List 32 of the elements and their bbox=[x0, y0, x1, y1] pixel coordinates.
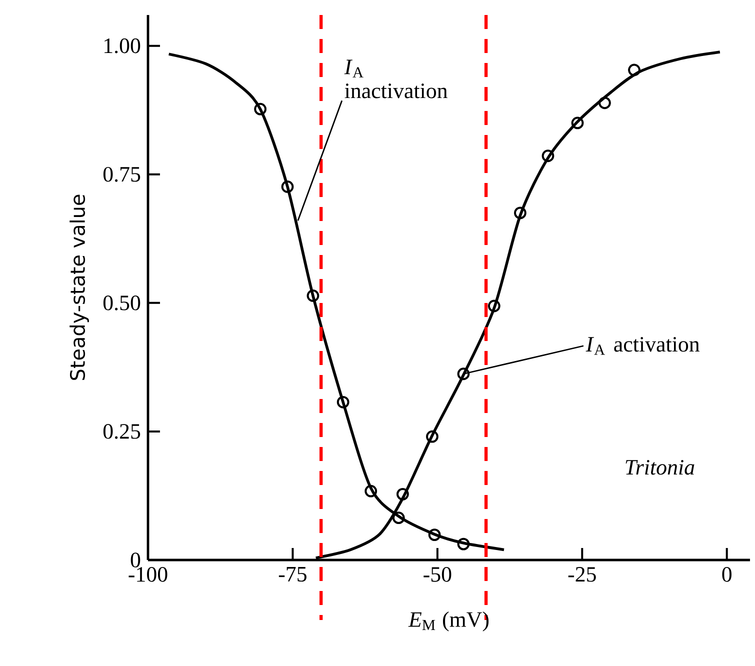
y-tick-label: 0 bbox=[130, 552, 140, 568]
annotation: I$_{A}$ inactivation bbox=[344, 60, 448, 98]
y-axis-title: Steady-state value bbox=[70, 194, 89, 380]
point bbox=[364, 484, 378, 498]
y-tick-label: 0.75 bbox=[103, 166, 140, 182]
point bbox=[426, 430, 438, 443]
x-tick-label: -25 bbox=[568, 567, 596, 582]
annotation: Tritonia bbox=[626, 460, 694, 475]
point bbox=[457, 538, 470, 550]
point bbox=[254, 102, 266, 116]
x-tick-label: -50 bbox=[424, 567, 452, 582]
y-tick-label: 0.50 bbox=[103, 295, 140, 310]
point bbox=[488, 300, 500, 312]
point bbox=[392, 512, 405, 524]
point bbox=[396, 488, 409, 500]
point bbox=[306, 290, 320, 302]
point bbox=[571, 116, 584, 130]
point bbox=[281, 180, 294, 193]
point bbox=[428, 528, 441, 542]
x-axis-title: E$_{M}$ (mV) bbox=[408, 612, 489, 632]
point bbox=[598, 96, 611, 110]
x-tick-label: 0 bbox=[722, 567, 732, 582]
y-tick-label: 1.00 bbox=[104, 38, 140, 54]
point bbox=[542, 150, 554, 162]
point bbox=[336, 396, 350, 408]
point bbox=[514, 206, 526, 220]
y-tick-label: 0.25 bbox=[103, 424, 140, 439]
x-tick-label: -75 bbox=[278, 567, 306, 582]
annotation: I$_{A}$ activation bbox=[586, 336, 700, 355]
x-tick-label: -100 bbox=[128, 567, 168, 582]
point bbox=[457, 368, 470, 380]
point bbox=[628, 64, 640, 76]
